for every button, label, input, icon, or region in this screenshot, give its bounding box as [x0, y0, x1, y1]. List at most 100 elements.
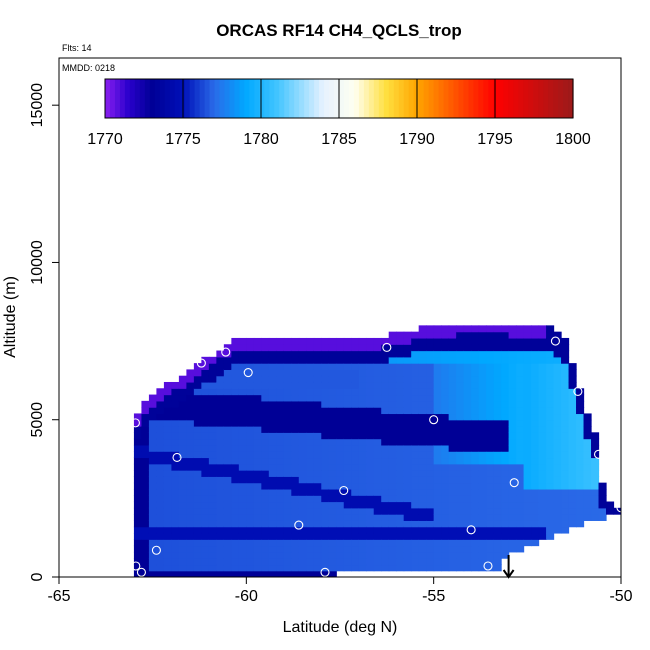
curtain-cell: [261, 451, 270, 459]
curtain-cell: [478, 558, 487, 566]
curtain-cell: [426, 363, 435, 370]
curtain-cell: [463, 444, 472, 452]
curtain-cell: [343, 520, 352, 528]
curtain-cell: [441, 558, 450, 566]
curtain-cell: [538, 344, 547, 352]
curtain-cell: [268, 400, 277, 408]
curtain-cell: [238, 381, 247, 389]
curtain-cell: [396, 363, 405, 370]
curtain-cell: [193, 488, 202, 496]
curtain-cell: [163, 545, 172, 553]
curtain-cell: [291, 539, 300, 547]
curtain-cell: [343, 532, 352, 540]
curtain-cell: [523, 539, 532, 547]
curtain-cell: [448, 426, 457, 433]
curtain-cell: [546, 501, 555, 509]
curtain-cell: [493, 363, 502, 370]
curtain-cell: [163, 400, 172, 408]
curtain-cell: [403, 545, 412, 553]
curtain-cell: [403, 476, 412, 484]
curtain-cell: [246, 350, 255, 358]
curtain-cell: [216, 432, 225, 440]
curtain-cell: [381, 413, 390, 421]
curtain-cell: [508, 488, 517, 496]
curtain-cell: [208, 482, 217, 490]
curtain-cell: [493, 564, 502, 572]
curtain-cell: [276, 381, 285, 389]
curtain-cell: [591, 514, 600, 521]
curtain-cell: [508, 520, 517, 528]
curtain-cell: [493, 476, 502, 484]
curtain-cell: [163, 558, 172, 566]
curtain-cell: [471, 507, 480, 515]
curtain-cell: [403, 331, 412, 339]
curtain-cell: [216, 394, 225, 402]
curtain-cell: [366, 350, 375, 358]
curtain-cell: [418, 526, 427, 534]
curtain-cell: [216, 388, 225, 396]
curtain-cell: [358, 369, 367, 377]
curtain-cell: [486, 444, 495, 452]
curtain-cell: [433, 501, 442, 509]
curtain-cell: [523, 514, 532, 521]
curtain-cell: [403, 388, 412, 396]
curtain-cell: [328, 501, 337, 509]
colorbar-segment: [105, 79, 111, 118]
curtain-cell: [403, 375, 412, 383]
curtain-cell: [171, 381, 180, 389]
curtain-cell: [261, 413, 270, 421]
curtain-cell: [493, 482, 502, 490]
curtain-cell: [516, 363, 525, 370]
curtain-cell: [231, 457, 240, 465]
curtain-cell: [373, 444, 382, 452]
curtain-cell: [501, 539, 510, 547]
curtain-cell: [501, 545, 510, 553]
curtain-cell: [418, 413, 427, 421]
curtain-cell: [358, 344, 367, 352]
curtain-cell: [471, 463, 480, 471]
curtain-cell: [591, 501, 600, 509]
curtain-cell: [201, 438, 210, 446]
x-axis-label: Latitude (deg N): [283, 619, 398, 636]
curtain-cell: [343, 551, 352, 559]
curtain-cell: [576, 520, 585, 528]
curtain-cell: [261, 388, 270, 396]
curtain-cell: [441, 375, 450, 383]
curtain-cell: [396, 350, 405, 358]
curtain-cell: [426, 482, 435, 490]
colorbar-segment: [324, 79, 330, 118]
curtain-cell: [306, 375, 315, 383]
curtain-cell: [163, 526, 172, 534]
curtain-cell: [396, 444, 405, 452]
curtain-cell: [178, 470, 187, 477]
curtain-cell: [313, 551, 322, 559]
curtain-cell: [298, 514, 307, 521]
curtain-cell: [343, 337, 352, 345]
curtain-cell: [283, 400, 292, 408]
curtain-cell: [441, 526, 450, 534]
curtain-cell: [478, 432, 487, 440]
curtain-cell: [553, 400, 562, 408]
curtain-cell: [336, 363, 345, 370]
curtain-cell: [283, 344, 292, 352]
curtain-cell: [403, 539, 412, 547]
curtain-cell: [223, 476, 232, 484]
curtain-cell: [358, 375, 367, 383]
curtain-cell: [156, 551, 165, 559]
curtain-cell: [306, 451, 315, 459]
curtain-cell: [493, 325, 502, 333]
curtain-cell: [486, 545, 495, 553]
curtain-cell: [313, 394, 322, 402]
curtain-cell: [261, 482, 270, 490]
curtain-cell: [336, 532, 345, 540]
curtain-cell: [231, 470, 240, 477]
curtain-cell: [561, 451, 570, 459]
curtain-cell: [568, 444, 577, 452]
colorbar-segment: [244, 79, 250, 118]
curtain-cell: [441, 564, 450, 572]
curtain-cell: [163, 451, 172, 459]
curtain-cell: [583, 470, 592, 477]
colorbar-segment: [284, 79, 290, 118]
curtain-cell: [328, 444, 337, 452]
curtain-cell: [373, 507, 382, 515]
